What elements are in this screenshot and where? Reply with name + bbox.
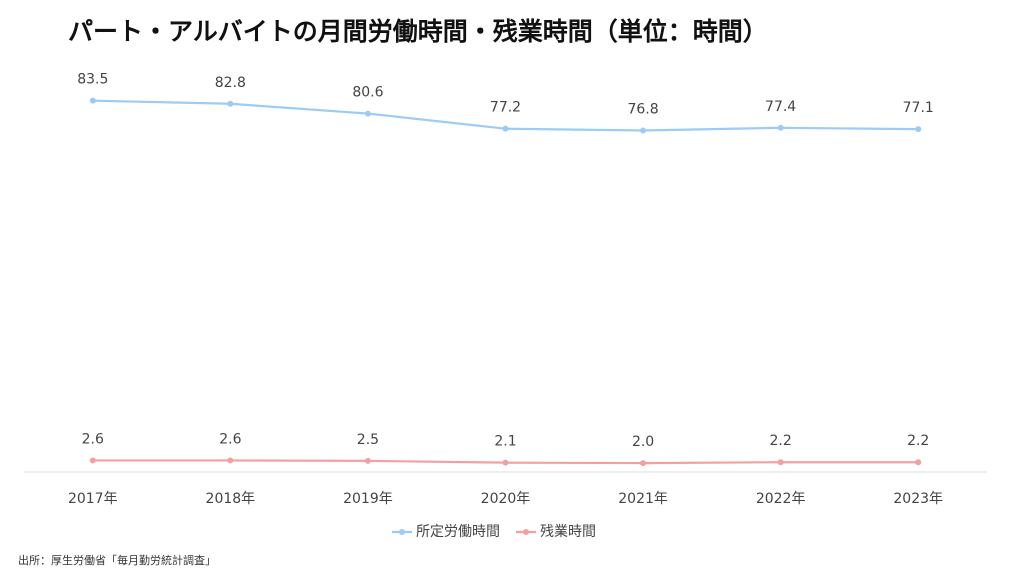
data-label: 2.1 [494, 434, 516, 450]
data-point [502, 459, 509, 466]
data-label: 77.2 [490, 100, 521, 116]
data-label: 77.4 [765, 99, 796, 115]
x-tick-label: 2023年 [893, 491, 943, 507]
data-point [640, 127, 647, 134]
data-label: 2.2 [907, 433, 929, 449]
data-point [89, 457, 96, 464]
data-label: 2.6 [82, 431, 104, 447]
data-label: 2.2 [770, 433, 792, 449]
data-point [915, 459, 922, 466]
x-tick-label: 2022年 [756, 491, 806, 507]
data-label: 2.0 [632, 434, 654, 450]
legend-label: 残業時間 [540, 524, 596, 540]
chart-title: パート・アルバイトの月間労働時間・残業時間（単位：時間） [68, 17, 768, 46]
data-label: 76.8 [627, 101, 658, 117]
legend-swatch-dot [523, 529, 529, 535]
data-point [777, 124, 784, 131]
data-label: 80.6 [352, 85, 383, 101]
data-point [502, 125, 509, 132]
data-label: 77.1 [903, 100, 934, 116]
data-point [915, 126, 922, 133]
data-label: 2.6 [219, 431, 241, 447]
data-point [777, 459, 784, 466]
data-point [227, 100, 234, 107]
x-tick-label: 2018年 [206, 491, 256, 507]
x-tick-label: 2020年 [481, 491, 531, 507]
legend-label: 所定労働時間 [416, 524, 500, 540]
data-point [640, 460, 647, 467]
data-point [364, 110, 371, 117]
data-point [364, 457, 371, 464]
data-point [89, 97, 96, 104]
data-label: 82.8 [215, 75, 246, 91]
legend-swatch-dot [399, 529, 405, 535]
data-label: 2.5 [357, 432, 379, 448]
x-tick-label: 2021年 [618, 491, 668, 507]
data-label: 83.5 [77, 72, 108, 88]
data-point [227, 457, 234, 464]
x-tick-label: 2019年 [343, 491, 393, 507]
source-note: 出所：厚生労働省「毎月勤労統計調査」 [18, 553, 216, 567]
x-tick-label: 2017年 [68, 491, 118, 507]
